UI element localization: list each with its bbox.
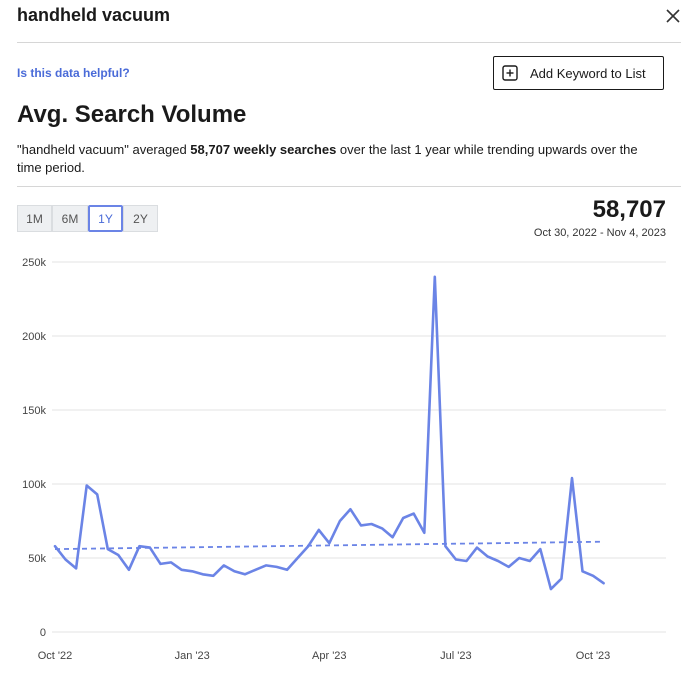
date-range: Oct 30, 2022 - Nov 4, 2023 [533,227,666,239]
desc-prefix: "handheld vacuum" averaged [17,142,191,157]
data-helpful-link[interactable]: Is this data helpful? [17,66,130,80]
y-tick-label: 0 [40,627,46,639]
y-tick-label: 150k [22,405,46,417]
y-axis-labels: 250k 200k 150k 100k 50k 0 [22,257,46,639]
trend-line [54,540,604,551]
chart-grid [52,261,666,633]
x-tick-label: Apr '23 [312,650,347,662]
desc-highlight: 58,707 weekly searches [190,142,337,157]
search-volume-chart: 250k 200k 150k 100k 50k 0 Oct '22 Jan '23 Apr '… [22,257,666,662]
x-tick-label: Jan '23 [175,650,210,662]
add-keyword-button[interactable]: Add Keyword to List [493,56,664,90]
chart-series [53,275,605,591]
x-tick-label: Jul '23 [440,650,471,662]
average-volume-value: 58,707 [592,196,666,223]
y-tick-label: 200k [22,331,46,343]
volume-line [53,275,605,591]
section-divider [17,186,681,187]
y-tick-label: 50k [28,553,46,565]
y-tick-label: 250k [22,257,46,269]
plus-square-icon [502,65,518,81]
y-tick-label: 100k [22,479,46,491]
volume-description: "handheld vacuum" averaged 58,707 weekly… [17,141,657,177]
x-axis-labels: Oct '22 Jan '23 Apr '23 Jul '23 Oct '23 [38,650,611,662]
time-range-selector: 1M 6M 1Y 2Y [17,205,158,232]
x-tick-label: Oct '22 [38,650,73,662]
x-tick-label: Oct '23 [576,650,611,662]
add-keyword-label: Add Keyword to List [530,65,646,81]
keyword-title: handheld vacuum [17,5,171,25]
range-2y-button[interactable]: 2Y [123,205,158,232]
range-1m-button[interactable]: 1M [17,205,52,232]
header-divider [17,42,681,43]
close-icon[interactable] [664,7,682,25]
range-6m-button[interactable]: 6M [52,205,88,232]
desc-suffix: over the last 1 year while trending upwa… [17,142,638,175]
section-heading: Avg. Search Volume [17,101,247,128]
range-1y-button[interactable]: 1Y [88,205,123,232]
